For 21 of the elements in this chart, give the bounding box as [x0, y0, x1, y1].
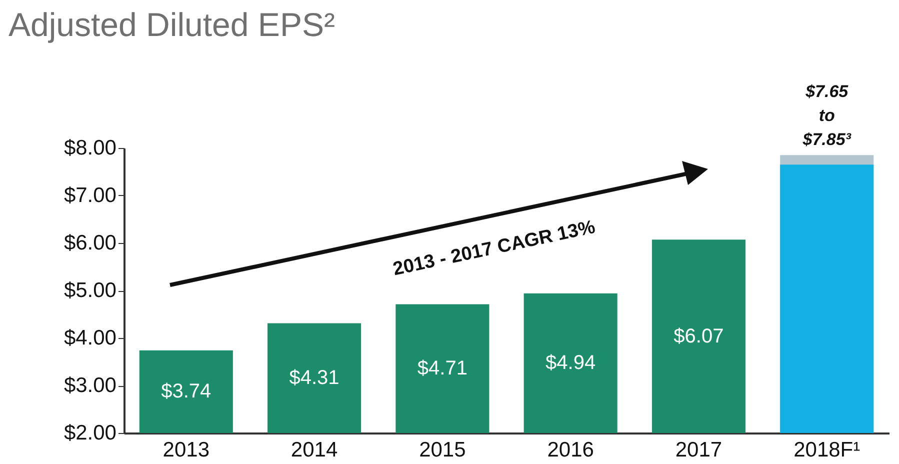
data-label: $4.71	[417, 358, 468, 380]
x-tick-label: 2017	[675, 438, 722, 462]
annotation: 2013 - 2017 CAGR 13%	[391, 216, 598, 280]
x-tick-label: 2014	[290, 438, 338, 462]
y-tick-label: $8.00	[64, 136, 116, 160]
y-tick-label: $7.00	[64, 184, 116, 207]
y-tick-label: $6.00	[64, 232, 116, 254]
data-label: $6.07	[674, 325, 724, 348]
chart-title: Adjusted Diluted EPS²	[8, 6, 335, 44]
x-tick-label: 2018F¹	[794, 438, 860, 462]
y-tick-label: $4.00	[64, 326, 116, 350]
y-tick-label: $3.00	[64, 374, 116, 397]
y-tick-label: $2.00	[64, 422, 116, 444]
data-label: $3.74	[161, 380, 212, 403]
x-tick-label: 2016	[547, 438, 594, 462]
x-tick-label: 2013	[162, 438, 210, 462]
annotation: $7.65 to $7.85³	[802, 82, 852, 150]
x-tick-label: 2015	[419, 438, 466, 462]
y-tick-label: $5.00	[64, 279, 116, 302]
data-label: $4.94	[546, 352, 596, 374]
data-label: $4.31	[289, 367, 340, 390]
